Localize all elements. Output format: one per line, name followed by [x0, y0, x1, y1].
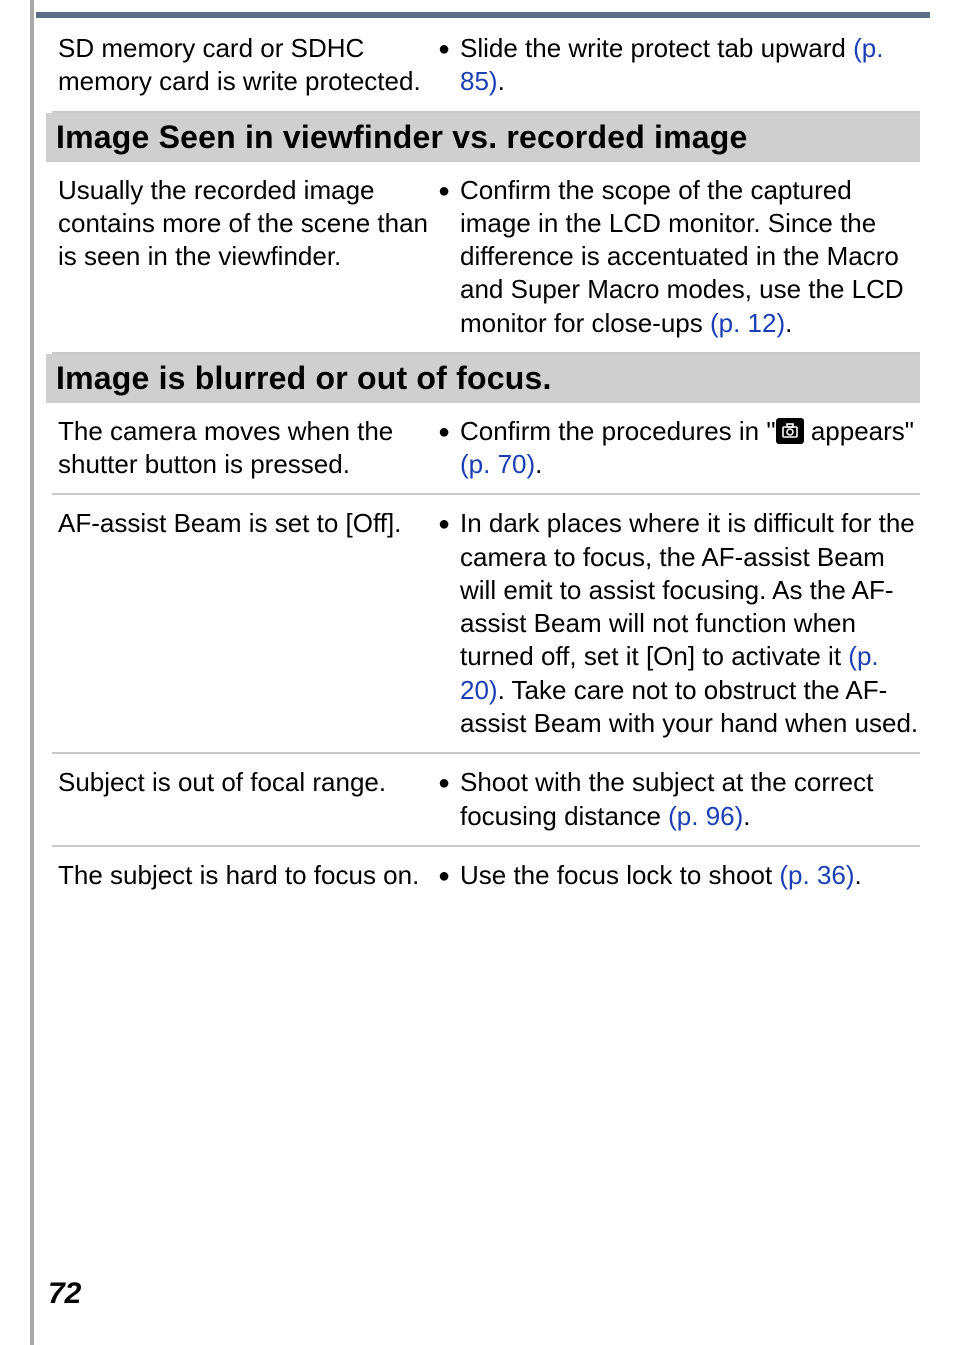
table-row: AF-assist Beam is set to [Off]. ● In dar… — [52, 495, 920, 754]
camera-shake-icon — [776, 418, 804, 444]
bullet-icon: ● — [438, 32, 460, 63]
table-row: Subject is out of focal range. ● Shoot w… — [52, 754, 920, 847]
table-row: SD memory card or SDHC memory card is wr… — [52, 20, 920, 113]
solution-post: . — [785, 308, 792, 338]
page-link[interactable]: (p. 70) — [460, 449, 535, 479]
cause-text: The subject is hard to focus on. — [58, 859, 438, 892]
bullet-icon: ● — [438, 174, 460, 205]
page: SD memory card or SDHC memory card is wr… — [0, 0, 954, 1345]
cause-text: Subject is out of focal range. — [58, 766, 438, 799]
solution-text: ● Slide the write protect tab upward (p.… — [438, 32, 920, 99]
solution-text: ● Shoot with the subject at the correct … — [438, 766, 920, 833]
solution-post: . — [535, 449, 542, 479]
solution-pre: Use the focus lock to shoot — [460, 860, 779, 890]
page-link[interactable]: (p. 36) — [779, 860, 854, 890]
cause-text: Usually the recorded image contains more… — [58, 174, 438, 274]
solution-pre: Shoot with the subject at the correct fo… — [460, 767, 873, 830]
solution-pre: Slide the write protect tab upward — [460, 33, 853, 63]
top-stripe — [36, 12, 930, 18]
solution-post: . — [743, 801, 750, 831]
solution-mid: appears" — [804, 416, 914, 446]
bullet-icon: ● — [438, 507, 460, 538]
solution-post: . — [498, 66, 505, 96]
page-link[interactable]: (p. 12) — [710, 308, 785, 338]
page-link[interactable]: (p. 96) — [668, 801, 743, 831]
solution-text: ● In dark places where it is difficult f… — [438, 507, 920, 740]
left-border — [30, 0, 34, 1345]
table-row: The camera moves when the shutter button… — [52, 403, 920, 496]
section-header-blurred: Image is blurred or out of focus. — [46, 354, 920, 403]
cause-text: AF-assist Beam is set to [Off]. — [58, 507, 438, 540]
solution-text: ● Confirm the scope of the captured imag… — [438, 174, 920, 340]
page-number: 72 — [48, 1277, 81, 1311]
solution-pre: Confirm the scope of the captured image … — [460, 175, 904, 338]
cause-text: SD memory card or SDHC memory card is wr… — [58, 32, 438, 99]
cause-text: The camera moves when the shutter button… — [58, 415, 438, 482]
solution-text: ● Use the focus lock to shoot (p. 36). — [438, 859, 920, 892]
solution-pre: In dark places where it is difficult for… — [460, 508, 915, 671]
bullet-icon: ● — [438, 859, 460, 890]
bullet-icon: ● — [438, 766, 460, 797]
solution-text: ● Confirm the procedures in " appears" (… — [438, 415, 920, 482]
bullet-icon: ● — [438, 415, 460, 446]
solution-post: . — [855, 860, 862, 890]
solution-pre: Confirm the procedures in " — [460, 416, 776, 446]
section-header-viewfinder: Image Seen in viewfinder vs. recorded im… — [46, 113, 920, 162]
solution-post: . Take care not to obstruct the AF-assis… — [460, 675, 918, 738]
table-row: Usually the recorded image contains more… — [52, 162, 920, 354]
table-row: The subject is hard to focus on. ● Use t… — [52, 847, 920, 904]
content-area: SD memory card or SDHC memory card is wr… — [42, 20, 930, 904]
